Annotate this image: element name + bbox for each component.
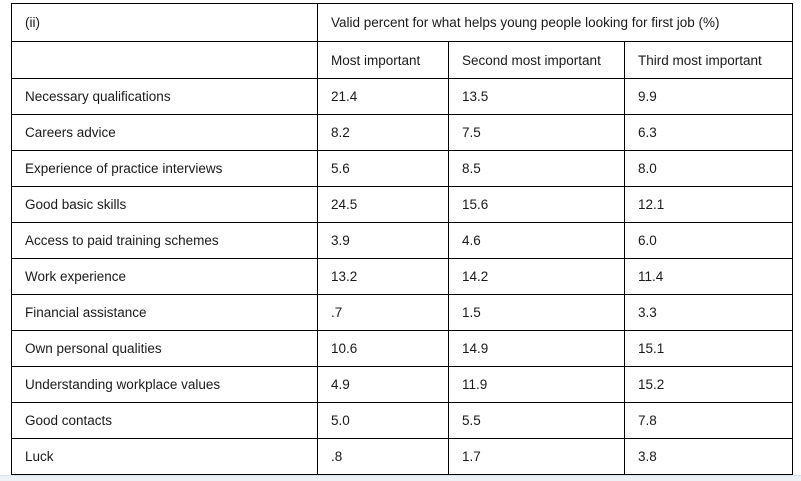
cell-value: 11.9 bbox=[448, 366, 625, 403]
row-label: Experience of practice interviews bbox=[11, 150, 318, 187]
column-header-row: Most important Second most important Thi… bbox=[11, 41, 793, 79]
cell-value: 3.3 bbox=[624, 294, 793, 331]
cell-value: 8.0 bbox=[624, 150, 793, 187]
cell-value: 5.0 bbox=[317, 402, 449, 439]
cell-value: 24.5 bbox=[317, 186, 449, 223]
row-label: Work experience bbox=[11, 258, 318, 295]
cell-value: 3.9 bbox=[317, 222, 449, 259]
corner-cell: (ii) bbox=[11, 3, 318, 42]
cell-value: 14.9 bbox=[448, 330, 625, 367]
cell-value: 11.4 bbox=[624, 258, 793, 295]
cell-value: 10.6 bbox=[317, 330, 449, 367]
column-header-second: Second most important bbox=[448, 41, 625, 79]
table-row: Access to paid training schemes 3.9 4.6 … bbox=[11, 222, 793, 259]
cell-value: 4.9 bbox=[317, 366, 449, 403]
row-label: Access to paid training schemes bbox=[11, 222, 318, 259]
cell-value: 1.7 bbox=[448, 438, 625, 475]
cell-value: 12.1 bbox=[624, 186, 793, 223]
cell-value: 9.9 bbox=[624, 78, 793, 115]
row-label: Necessary qualifications bbox=[11, 78, 318, 115]
row-label: Careers advice bbox=[11, 114, 318, 151]
cell-value: 14.2 bbox=[448, 258, 625, 295]
cell-value: 1.5 bbox=[448, 294, 625, 331]
row-label: Financial assistance bbox=[11, 294, 318, 331]
row-label: Understanding workplace values bbox=[11, 366, 318, 403]
cell-value: 8.2 bbox=[317, 114, 449, 151]
table-row: Necessary qualifications 21.4 13.5 9.9 bbox=[11, 78, 793, 115]
cell-value: 6.0 bbox=[624, 222, 793, 259]
table-row: Luck .8 1.7 3.8 bbox=[11, 438, 793, 475]
table-title-row: (ii) Valid percent for what helps young … bbox=[11, 3, 793, 42]
cell-value: .8 bbox=[317, 438, 449, 475]
table-row: Careers advice 8.2 7.5 6.3 bbox=[11, 114, 793, 151]
valid-percent-table: (ii) Valid percent for what helps young … bbox=[11, 3, 793, 475]
table-row: Understanding workplace values 4.9 11.9 … bbox=[11, 366, 793, 403]
table-row: Good contacts 5.0 5.5 7.8 bbox=[11, 402, 793, 439]
empty-header-cell bbox=[11, 41, 318, 79]
cell-value: 5.6 bbox=[317, 150, 449, 187]
cell-value: 15.6 bbox=[448, 186, 625, 223]
cell-value: 8.5 bbox=[448, 150, 625, 187]
page-bottom-strip bbox=[0, 475, 801, 481]
cell-value: 4.6 bbox=[448, 222, 625, 259]
row-label: Good contacts bbox=[11, 402, 318, 439]
cell-value: 13.5 bbox=[448, 78, 625, 115]
cell-value: 5.5 bbox=[448, 402, 625, 439]
row-label: Luck bbox=[11, 438, 318, 475]
cell-value: 21.4 bbox=[317, 78, 449, 115]
row-label: Good basic skills bbox=[11, 186, 318, 223]
column-header-most: Most important bbox=[317, 41, 449, 79]
column-header-third: Third most important bbox=[624, 41, 793, 79]
cell-value: 15.2 bbox=[624, 366, 793, 403]
cell-value: 3.8 bbox=[624, 438, 793, 475]
table-row: Good basic skills 24.5 15.6 12.1 bbox=[11, 186, 793, 223]
cell-value: 6.3 bbox=[624, 114, 793, 151]
row-label: Own personal qualities bbox=[11, 330, 318, 367]
table-row: Work experience 13.2 14.2 11.4 bbox=[11, 258, 793, 295]
cell-value: 15.1 bbox=[624, 330, 793, 367]
cell-value: 13.2 bbox=[317, 258, 449, 295]
table-row: Experience of practice interviews 5.6 8.… bbox=[11, 150, 793, 187]
table-row: Own personal qualities 10.6 14.9 15.1 bbox=[11, 330, 793, 367]
table-row: Financial assistance .7 1.5 3.3 bbox=[11, 294, 793, 331]
cell-value: 7.5 bbox=[448, 114, 625, 151]
cell-value: .7 bbox=[317, 294, 449, 331]
spanning-header-cell: Valid percent for what helps young peopl… bbox=[317, 3, 793, 42]
cell-value: 7.8 bbox=[624, 402, 793, 439]
